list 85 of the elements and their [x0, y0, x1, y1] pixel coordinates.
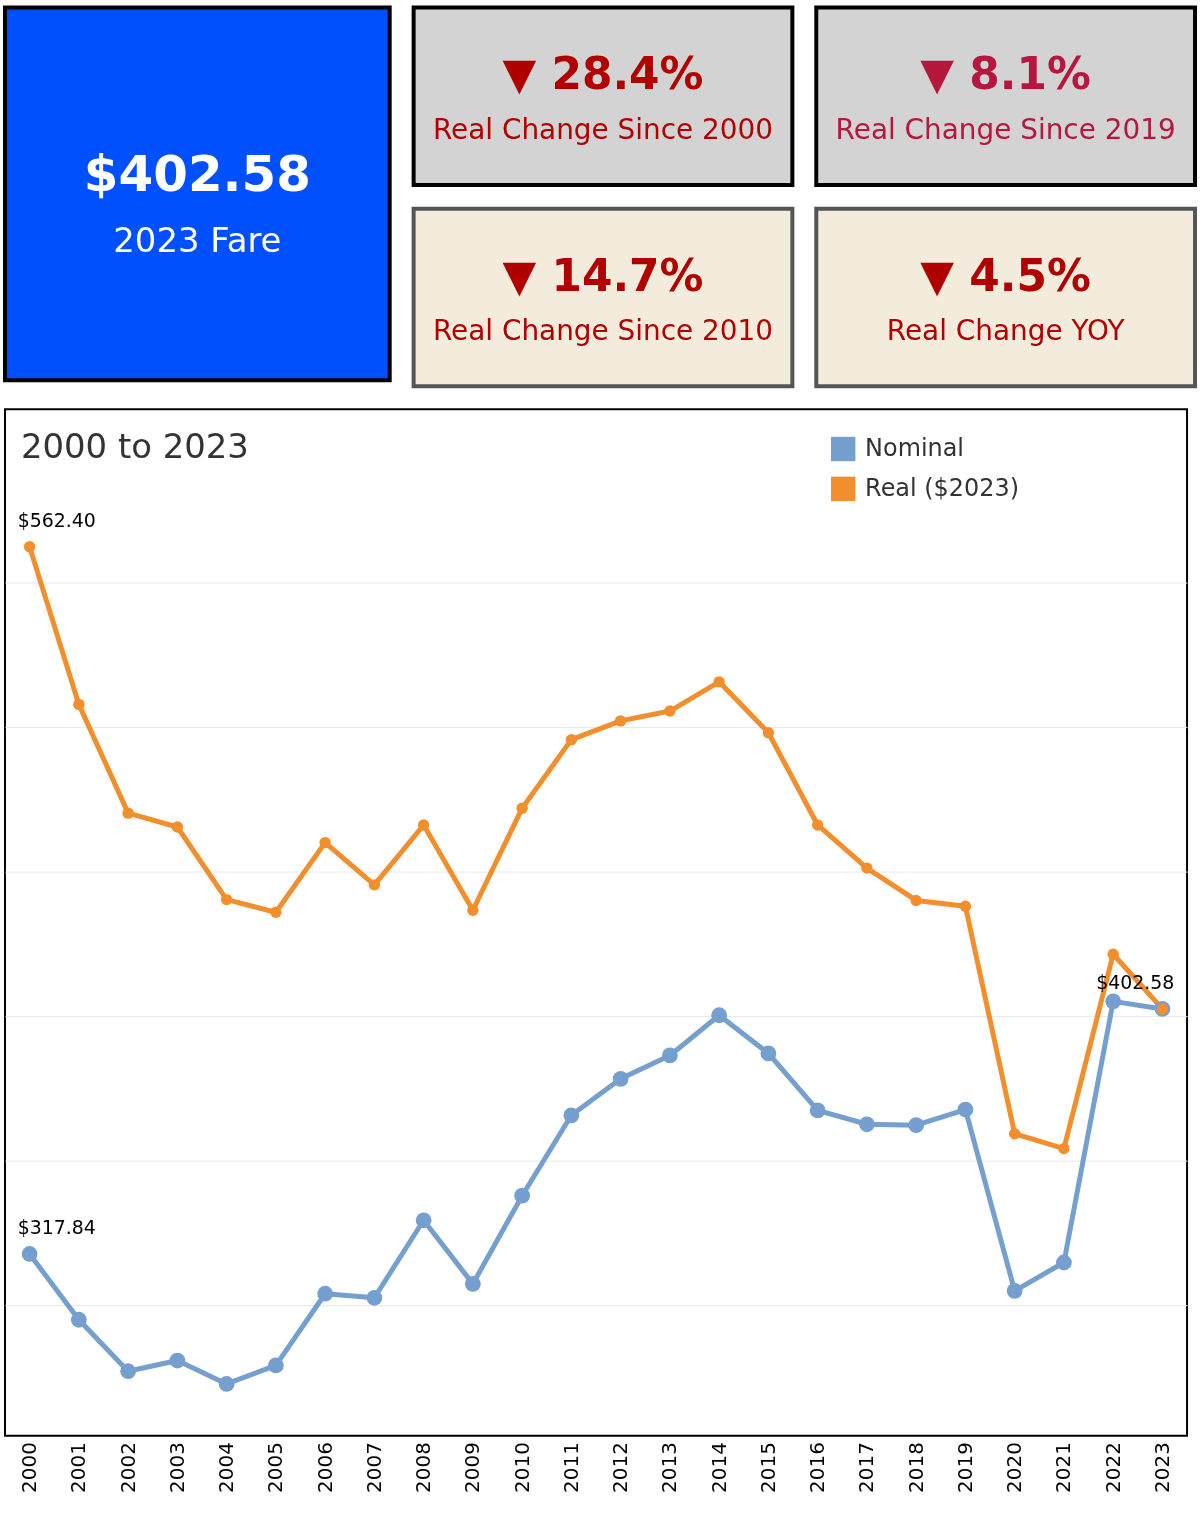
x-tick-label: 2013	[658, 1442, 682, 1493]
point	[1006, 1282, 1023, 1299]
point	[267, 1357, 284, 1374]
point	[467, 904, 479, 916]
point	[514, 1187, 531, 1204]
point	[859, 1116, 875, 1133]
x-tick-label: 2016	[806, 1442, 830, 1493]
point	[122, 807, 134, 819]
point	[711, 1007, 728, 1024]
point	[1008, 1128, 1021, 1140]
point	[910, 894, 922, 907]
point	[1056, 1254, 1072, 1271]
x-tick-label: 2004	[215, 1442, 239, 1493]
text: 2000 to 2023	[20, 426, 249, 466]
text: Real Change Since 2000	[432, 113, 774, 147]
x-tick-label: 2020	[1003, 1442, 1027, 1493]
x-tick-label: 2005	[264, 1442, 288, 1493]
x-tick-label: 2010	[510, 1442, 534, 1493]
point	[169, 1352, 186, 1369]
point	[120, 1363, 136, 1380]
data-label: $317.84	[17, 1216, 96, 1239]
point	[73, 698, 85, 711]
point	[270, 906, 282, 918]
point	[1105, 993, 1122, 1010]
legend-label: Real ($2023)	[865, 473, 1019, 502]
data-label: $562.40	[17, 508, 96, 531]
point	[959, 900, 972, 912]
x-tick-label: 2012	[609, 1442, 633, 1493]
point	[1058, 1142, 1070, 1155]
text: Real Change Since 2010	[432, 314, 774, 348]
point	[760, 1045, 777, 1062]
x-tick-label: 2006	[313, 1442, 337, 1493]
x-tick-label: 2021	[1052, 1442, 1076, 1493]
x-tick-label: 2023	[1150, 1442, 1174, 1493]
legend-label: Nominal	[865, 433, 965, 462]
x-tick-label: 2008	[412, 1442, 436, 1493]
point	[415, 1212, 432, 1229]
point	[218, 1376, 235, 1392]
text: ▼ 28.4%	[502, 48, 704, 100]
point	[861, 862, 873, 874]
point	[1107, 948, 1119, 960]
point	[317, 1285, 333, 1302]
point	[368, 879, 381, 891]
x-tick-label: 2014	[707, 1442, 731, 1493]
text: $402.58	[83, 144, 311, 203]
point	[366, 1289, 383, 1306]
point	[319, 836, 331, 849]
point	[220, 893, 233, 906]
x-tick-label: 2002	[116, 1442, 140, 1493]
point	[70, 1311, 87, 1328]
point	[811, 819, 824, 831]
x-tick-label: 2022	[1101, 1442, 1125, 1493]
point	[614, 715, 627, 727]
x-tick-label: 2001	[67, 1442, 91, 1493]
x-tick-label: 2000	[18, 1442, 42, 1493]
point	[563, 1107, 580, 1124]
x-tick-label: 2018	[904, 1442, 928, 1493]
point	[809, 1102, 826, 1119]
text: ▼ 8.1%	[920, 48, 1091, 100]
point	[171, 821, 184, 833]
text: ▼ 14.7%	[502, 249, 704, 301]
point	[465, 1276, 481, 1292]
x-tick-label: 2019	[953, 1442, 977, 1493]
text: 2023 Fare	[113, 220, 282, 260]
x-tick-label: 2015	[756, 1442, 780, 1493]
text: ▼ 4.5%	[920, 249, 1091, 301]
point	[21, 1246, 38, 1262]
point	[908, 1117, 925, 1133]
x-tick-label: 2009	[461, 1442, 485, 1493]
point	[612, 1071, 629, 1087]
text: Real Change Since 2019	[835, 113, 1176, 147]
point	[23, 541, 36, 553]
x-tick-label: 2007	[362, 1442, 386, 1493]
point	[713, 676, 725, 688]
point	[565, 733, 578, 746]
point	[664, 705, 676, 717]
point	[662, 1047, 678, 1064]
point	[516, 802, 528, 814]
point	[762, 727, 775, 739]
x-tick-label: 2003	[165, 1442, 189, 1493]
point	[417, 819, 430, 831]
text: Real Change YOY	[886, 314, 1126, 348]
point	[957, 1101, 974, 1118]
x-tick-label: 2011	[559, 1442, 583, 1493]
x-tick-label: 2017	[855, 1442, 879, 1493]
